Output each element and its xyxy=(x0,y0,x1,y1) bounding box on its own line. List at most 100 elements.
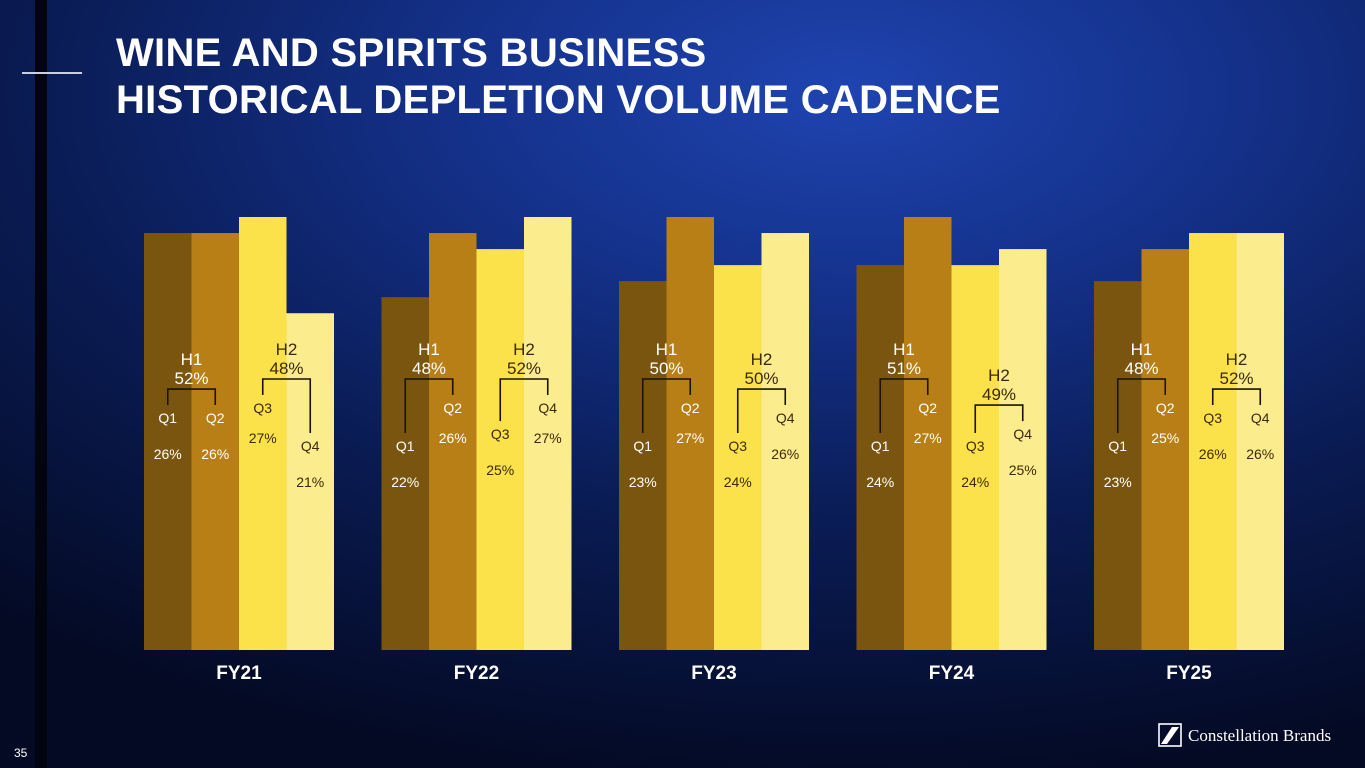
logo-mark-icon xyxy=(1158,723,1182,747)
bar-fy21-q1 xyxy=(144,233,192,650)
value-label-fy22-q1: 22% xyxy=(391,474,419,490)
quarter-label-fy22-q2: Q2 xyxy=(443,400,462,416)
bar-fy24-q3 xyxy=(951,265,999,650)
bracket-fy21-h1 xyxy=(166,388,217,406)
half-value-fy25-h2: 52% xyxy=(1219,369,1253,388)
quarter-label-fy21-q3: Q3 xyxy=(253,400,272,416)
value-label-fy22-q4: 27% xyxy=(534,430,562,446)
category-label-fy25: FY25 xyxy=(1166,663,1212,684)
category-label-fy24: FY24 xyxy=(929,663,975,684)
title-rule xyxy=(22,72,82,74)
half-label-fy23-h2: H2 xyxy=(751,350,773,369)
value-label-fy25-q3: 26% xyxy=(1199,446,1227,462)
left-edge-bar xyxy=(35,0,47,768)
quarter-label-fy21-q2: Q2 xyxy=(206,410,225,426)
bar-fy23-q1 xyxy=(619,281,667,650)
quarter-label-fy24-q1: Q1 xyxy=(871,438,890,454)
value-label-fy24-q1: 24% xyxy=(866,474,894,490)
half-value-fy21-h1: 52% xyxy=(174,369,208,388)
half-value-fy25-h1: 48% xyxy=(1124,359,1158,378)
value-label-fy22-q3: 25% xyxy=(486,462,514,478)
half-value-fy22-h2: 52% xyxy=(507,359,541,378)
bracket-fy22-h2 xyxy=(499,378,549,422)
quarter-label-fy23-q4: Q4 xyxy=(776,410,795,426)
half-value-fy21-h2: 48% xyxy=(269,359,303,378)
value-label-fy21-q1: 26% xyxy=(154,446,182,462)
constellation-brands-logo: Constellation Brands xyxy=(1158,720,1338,750)
half-value-fy22-h1: 48% xyxy=(412,359,446,378)
slide-title: WINE AND SPIRITS BUSINESS HISTORICAL DEP… xyxy=(116,30,1001,124)
bar-fy24-q4 xyxy=(999,249,1047,650)
bar-fy24-q1 xyxy=(856,265,904,650)
value-label-fy21-q3: 27% xyxy=(249,430,277,446)
bar-fy24-q2 xyxy=(904,217,952,650)
value-label-fy22-q2: 26% xyxy=(439,430,467,446)
bar-fy23-q4 xyxy=(761,233,809,650)
value-label-fy24-q3: 24% xyxy=(961,474,989,490)
slide-title-line-1: WINE AND SPIRITS BUSINESS xyxy=(116,31,707,75)
bracket-fy25-h1 xyxy=(1116,378,1167,433)
half-label-fy24-h1: H1 xyxy=(893,340,915,359)
bracket-fy24-h1 xyxy=(879,378,929,433)
bar-fy22-q3 xyxy=(476,249,524,650)
quarter-label-fy22-q4: Q4 xyxy=(538,400,557,416)
bracket-fy24-h2 xyxy=(974,404,1024,433)
half-label-fy21-h1: H1 xyxy=(181,350,203,369)
quarter-label-fy25-q2: Q2 xyxy=(1156,400,1175,416)
bracket-fy22-h1 xyxy=(404,378,454,433)
bracket-fy25-h2 xyxy=(1211,388,1262,406)
half-value-fy24-h2: 49% xyxy=(982,385,1016,404)
quarter-label-fy24-q2: Q2 xyxy=(918,400,937,416)
quarter-label-fy23-q2: Q2 xyxy=(681,400,700,416)
quarter-label-fy25-q1: Q1 xyxy=(1108,438,1127,454)
quarter-label-fy21-q1: Q1 xyxy=(158,410,177,426)
bar-fy23-q3 xyxy=(714,265,762,650)
half-label-fy25-h2: H2 xyxy=(1226,350,1248,369)
half-label-fy25-h1: H1 xyxy=(1131,340,1153,359)
quarter-label-fy23-q3: Q3 xyxy=(728,438,747,454)
half-label-fy24-h2: H2 xyxy=(988,366,1010,385)
bar-fy25-q2 xyxy=(1141,249,1189,650)
category-label-fy22: FY22 xyxy=(454,663,499,684)
bar-fy22-q2 xyxy=(429,233,477,650)
value-label-fy23-q4: 26% xyxy=(771,446,799,462)
logo-text: Constellation Brands xyxy=(1188,726,1332,745)
bar-fy21-q4 xyxy=(286,313,334,650)
half-label-fy22-h1: H1 xyxy=(418,340,440,359)
value-label-fy23-q3: 24% xyxy=(724,474,752,490)
quarter-label-fy24-q3: Q3 xyxy=(966,438,985,454)
bar-fy21-q2 xyxy=(191,233,239,650)
bracket-fy23-h1 xyxy=(641,378,692,433)
quarter-label-fy22-q1: Q1 xyxy=(396,438,415,454)
bar-fy22-q1 xyxy=(381,297,429,650)
bracket-fy23-h2 xyxy=(736,388,787,433)
value-label-fy24-q4: 25% xyxy=(1009,462,1037,478)
bar-fy25-q4 xyxy=(1236,233,1284,650)
half-value-fy24-h1: 51% xyxy=(887,359,921,378)
value-label-fy23-q2: 27% xyxy=(676,430,704,446)
category-label-fy23: FY23 xyxy=(691,663,736,684)
quarter-label-fy25-q4: Q4 xyxy=(1251,410,1270,426)
half-label-fy22-h2: H2 xyxy=(513,340,535,359)
bracket-fy21-h2 xyxy=(261,378,312,433)
quarter-label-fy23-q1: Q1 xyxy=(633,438,652,454)
slide-title-line-2: HISTORICAL DEPLETION VOLUME CADENCE xyxy=(116,78,1001,122)
bar-fy22-q4 xyxy=(524,217,572,650)
value-label-fy23-q1: 23% xyxy=(629,474,657,490)
quarter-label-fy21-q4: Q4 xyxy=(301,438,320,454)
half-label-fy23-h1: H1 xyxy=(656,340,678,359)
value-label-fy24-q2: 27% xyxy=(914,430,942,446)
value-label-fy25-q2: 25% xyxy=(1151,430,1179,446)
quarter-label-fy25-q3: Q3 xyxy=(1203,410,1222,426)
value-label-fy25-q1: 23% xyxy=(1104,474,1132,490)
quarter-label-fy24-q4: Q4 xyxy=(1013,426,1032,442)
bar-fy23-q2 xyxy=(666,217,714,650)
bar-fy25-q3 xyxy=(1189,233,1237,650)
half-value-fy23-h2: 50% xyxy=(744,369,778,388)
value-label-fy21-q2: 26% xyxy=(201,446,229,462)
half-label-fy21-h2: H2 xyxy=(276,340,298,359)
value-label-fy21-q4: 21% xyxy=(296,474,324,490)
bar-fy21-q3 xyxy=(239,217,287,650)
quarter-label-fy22-q3: Q3 xyxy=(491,426,510,442)
